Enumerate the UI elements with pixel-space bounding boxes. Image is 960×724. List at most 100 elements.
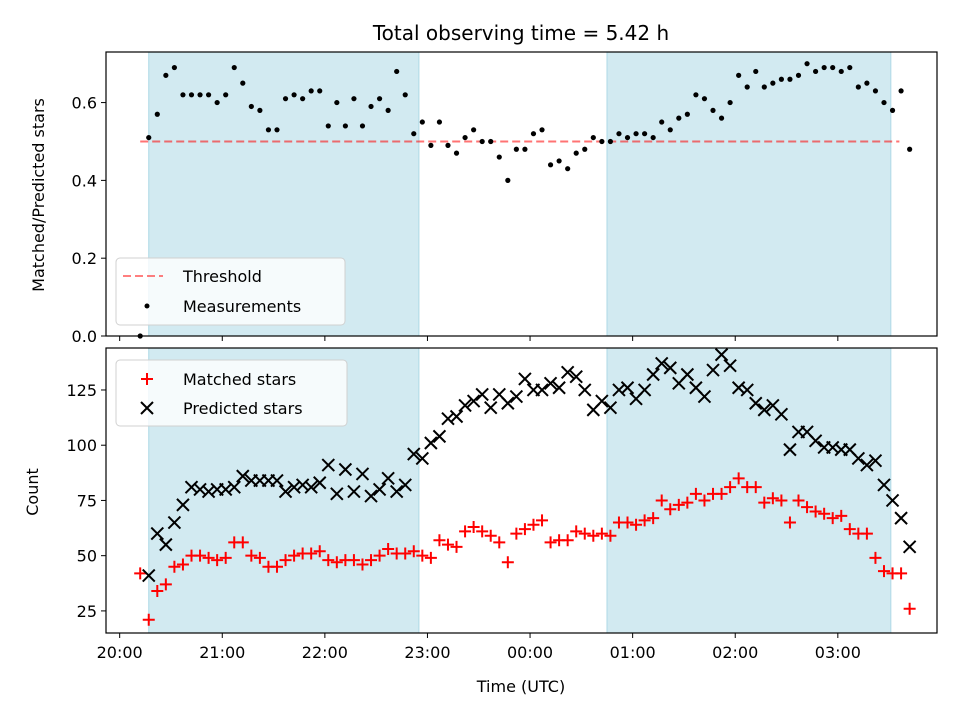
matched-star-point	[647, 512, 660, 525]
matched-star-point	[467, 520, 480, 533]
measurement-point	[291, 92, 297, 98]
predicted-star-point	[603, 400, 618, 415]
matched-star-point	[476, 525, 489, 538]
matched-star-point	[347, 554, 360, 567]
matched-star-point	[809, 505, 822, 518]
matched-star-point	[638, 514, 651, 527]
matched-star-point	[826, 512, 839, 525]
measurement-point	[308, 88, 314, 94]
legend-threshold-label: Threshold	[182, 267, 262, 286]
measurement-point	[342, 123, 348, 129]
predicted-star-point	[655, 356, 669, 371]
measurement-point	[223, 92, 229, 98]
matched-star-point	[630, 518, 643, 531]
measurement-point	[573, 150, 579, 156]
top-ytick-label: 0.6	[72, 94, 97, 113]
matched-star-point	[270, 560, 283, 573]
matched-star-point	[587, 529, 600, 542]
predicted-star-point	[415, 451, 430, 466]
measurement-point	[488, 138, 494, 145]
measurement-point	[710, 107, 716, 113]
measurement-point	[812, 68, 819, 75]
measurement-point	[855, 84, 861, 90]
matched-star-point	[382, 543, 395, 556]
predicted-star-point	[150, 526, 165, 541]
measurement-point	[667, 127, 673, 133]
measurement-point	[300, 96, 306, 102]
legend-measurements-swatch	[144, 303, 150, 309]
measurement-point	[565, 166, 571, 172]
predicted-star-point	[389, 484, 404, 499]
predicted-star-point	[851, 451, 866, 466]
predicted-star-point	[364, 489, 378, 503]
matched-star-point	[895, 567, 908, 580]
predicted-star-point	[680, 367, 695, 382]
predicted-star-point	[201, 484, 216, 499]
legend-predicted-label: Predicted stars	[183, 399, 303, 418]
matched-star-point	[655, 494, 668, 507]
matched-star-point	[783, 516, 796, 529]
top-legend-box	[115, 257, 346, 326]
matched-star-point	[168, 560, 181, 573]
top-ytick-label: 0.4	[72, 171, 97, 190]
matched-star-point	[211, 554, 224, 567]
legend-matched-label: Matched stars	[183, 370, 296, 389]
measurement-point	[881, 99, 887, 106]
measurement-point	[650, 134, 656, 141]
predicted-star-point	[484, 400, 498, 415]
measurement-point	[368, 103, 374, 110]
top-shaded-window-2	[606, 51, 892, 337]
matched-star-point	[681, 496, 694, 509]
predicted-star-point	[407, 447, 421, 461]
matched-star-point	[424, 551, 437, 564]
predicted-star-point	[424, 436, 438, 450]
measurement-point	[402, 92, 408, 98]
measurement-point	[727, 99, 733, 106]
predicted-star-point	[167, 515, 182, 530]
predicted-star-point	[595, 394, 609, 408]
measurement-point	[872, 88, 879, 94]
predicted-star-point	[475, 387, 489, 402]
measurement-point	[736, 72, 742, 78]
measurement-point	[171, 64, 177, 71]
predicted-star-point	[731, 381, 746, 395]
measurement-point	[718, 115, 725, 121]
predicted-star-point	[381, 471, 395, 486]
measurement-point	[530, 131, 537, 137]
measurement-point	[830, 64, 836, 71]
measurement-point	[471, 127, 477, 133]
matched-star-point	[313, 545, 326, 558]
predicted-star-point	[637, 383, 652, 397]
matched-star-point	[561, 534, 574, 547]
predicted-star-point	[535, 383, 549, 397]
measurement-point	[274, 127, 280, 133]
measurement-point	[522, 146, 528, 152]
measurement-point	[513, 146, 519, 152]
bottom-xtick-label: 01:00	[610, 643, 656, 662]
matched-star-point	[877, 565, 890, 578]
matched-star-point	[484, 529, 497, 542]
bottom-ylabel: Count	[23, 468, 42, 516]
measurement-point	[607, 138, 614, 145]
matched-star-point	[288, 549, 301, 562]
matched-star-point	[621, 516, 634, 529]
matched-star-point	[869, 551, 882, 564]
matched-star-point	[732, 472, 745, 485]
measurement-point	[590, 134, 596, 141]
predicted-star-point	[740, 383, 754, 397]
bottom-xtick-label: 03:00	[815, 643, 861, 662]
matched-star-point	[860, 527, 873, 540]
measurement-point	[231, 64, 237, 71]
measurement-point	[864, 80, 870, 86]
matched-star-point	[134, 567, 147, 580]
measurement-point	[359, 123, 366, 129]
predicted-star-point	[885, 493, 900, 508]
predicted-star-point	[620, 381, 635, 395]
predicted-star-point	[441, 411, 455, 426]
predicted-star-point	[902, 540, 917, 554]
matched-star-point	[698, 494, 711, 507]
bottom-xtick-label: 02:00	[712, 643, 758, 662]
predicted-star-point	[449, 409, 464, 424]
matched-star-point	[672, 498, 685, 511]
